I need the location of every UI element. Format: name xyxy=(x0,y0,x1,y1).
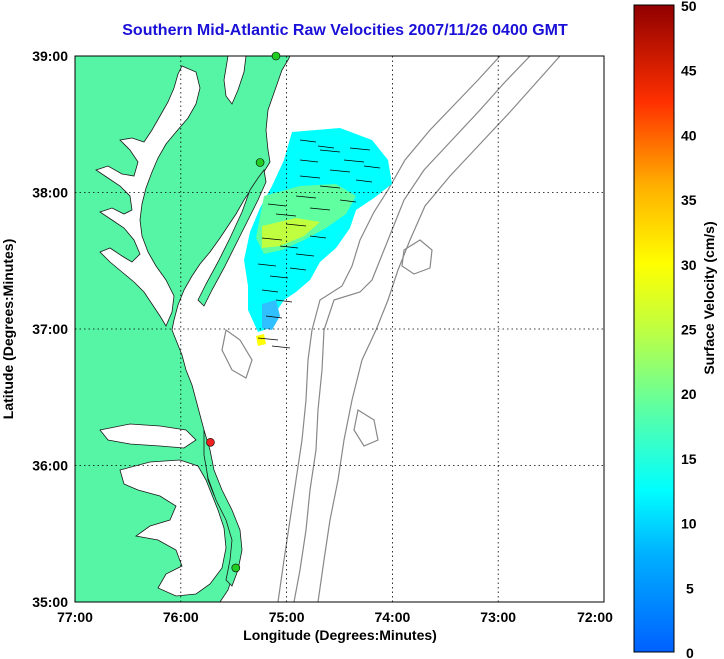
colorbar xyxy=(633,4,675,653)
map-title: Southern Mid-Atlantic Raw Velocities 200… xyxy=(122,22,568,39)
x-tick-label: 72:00 xyxy=(577,609,613,625)
x-axis-ticks: 77:00 76:00 75:00 74:00 73:00 72:00 xyxy=(57,609,613,625)
x-tick-label: 75:00 xyxy=(269,609,305,625)
x-tick-label: 73:00 xyxy=(480,609,516,625)
y-tick-label: 38:00 xyxy=(32,185,68,201)
colorbar-tick-label: 50 xyxy=(681,0,697,14)
colorbar-tick-label: 40 xyxy=(681,127,697,143)
x-axis-label: Longitude (Degrees:Minutes) xyxy=(243,627,437,643)
y-tick-label: 36:00 xyxy=(32,458,68,474)
chesapeake-bay xyxy=(95,65,201,327)
colorbar-tick-label: 25 xyxy=(681,322,697,338)
colorbar-tick-label: 5 xyxy=(686,580,694,596)
colorbar-tick-label: 10 xyxy=(681,516,697,532)
colorbar-label: Surface Velocity (cm/s) xyxy=(701,221,717,374)
station-marker-green xyxy=(271,51,281,61)
velocity-field xyxy=(244,128,392,349)
y-tick-label: 37:00 xyxy=(32,321,68,337)
y-tick-label: 35:00 xyxy=(32,594,68,610)
colorbar-tick-label: 15 xyxy=(681,451,697,467)
bathymetry-contours xyxy=(221,56,561,602)
x-tick-label: 76:00 xyxy=(163,609,199,625)
albemarle-sound xyxy=(99,423,197,449)
pamlico-sound xyxy=(119,459,227,597)
station-marker-green xyxy=(231,563,241,573)
colorbar-tick-label: 0 xyxy=(686,645,694,659)
station-marker-red xyxy=(206,437,215,447)
colorbar-ticks: 50 45 40 35 30 25 20 15 10 5 0 xyxy=(681,0,697,659)
colorbar-tick-label: 35 xyxy=(681,192,697,208)
eastern-shore xyxy=(197,169,267,307)
colorbar-tick-label: 20 xyxy=(681,386,697,402)
station-marker-green xyxy=(255,158,265,167)
x-tick-label: 77:00 xyxy=(57,609,93,625)
delaware-bay xyxy=(223,56,247,105)
grid-lines xyxy=(75,56,604,602)
colorbar-tick-label: 30 xyxy=(681,257,697,273)
colorbar-tick-label: 45 xyxy=(681,63,697,79)
outer-banks xyxy=(203,429,243,587)
station-markers xyxy=(206,51,281,573)
x-tick-label: 74:00 xyxy=(374,609,410,625)
plot-frame xyxy=(74,55,605,603)
y-axis-ticks: 39:00 38:00 37:00 36:00 35:00 xyxy=(32,48,68,610)
y-axis-label: Latitude (Degrees:Minutes) xyxy=(0,239,16,419)
y-tick-label: 39:00 xyxy=(32,48,68,64)
